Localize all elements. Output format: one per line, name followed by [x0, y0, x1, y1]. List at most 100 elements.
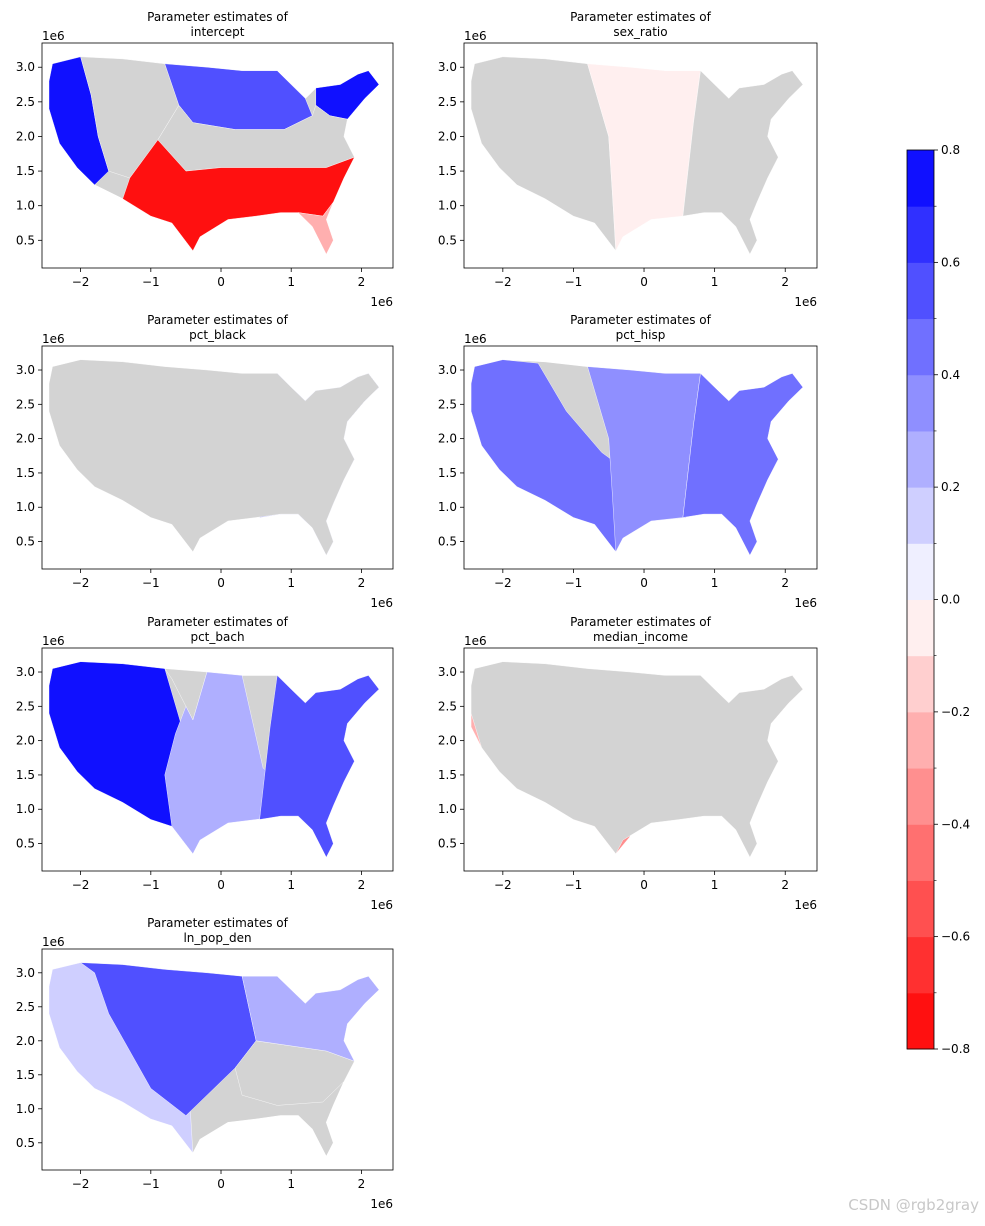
x-tick-label: 2	[781, 878, 789, 892]
subplot-sex_ratio: −2 −1 0 1 2 0.5 1.0 1.5 2.0 2.5 3.0 1e6 1e6 Parameter…	[438, 10, 818, 309]
x-tick-label: 0	[640, 275, 648, 289]
y-tick-label: 1.0	[438, 802, 457, 816]
y-tick-label: 0.5	[438, 233, 457, 247]
y-tick-label: 0.5	[16, 535, 35, 549]
y-tick-label: 2.0	[438, 129, 457, 143]
y-tick-label: 3.0	[16, 363, 35, 377]
subplot-title-line2: median_income	[593, 630, 688, 644]
colorbar-tick-label: 0.4	[941, 368, 960, 382]
colorbar-tick-label: 0.6	[941, 255, 960, 269]
y-offset-label: 1e6	[464, 29, 487, 43]
y-tick-label: 0.5	[438, 837, 457, 851]
x-tick-label: −2	[494, 576, 512, 590]
y-tick-label: 1.5	[438, 768, 457, 782]
subplot-title-line2: pct_black	[189, 328, 246, 342]
x-tick-label: 0	[640, 576, 648, 590]
y-tick-label: 2.5	[16, 699, 35, 713]
colorbar-band	[907, 655, 934, 713]
x-tick-label: −1	[142, 1177, 160, 1191]
x-tick-label: 2	[781, 275, 789, 289]
colorbar-band	[907, 487, 934, 544]
y-tick-label: 2.5	[16, 397, 35, 411]
y-tick-label: 1.5	[438, 466, 457, 480]
y-tick-label: 1.0	[438, 199, 457, 213]
y-tick-label: 1.0	[16, 500, 35, 514]
x-tick-label: −1	[565, 576, 583, 590]
colorbar-tick-label: 0.2	[941, 480, 960, 494]
subplot-pct_hisp: −2 −1 0 1 2 0.5 1.0 1.5 2.0 2.5 3.0 1e6 1e6 Parameter…	[438, 313, 818, 610]
y-tick-label: 3.0	[438, 665, 457, 679]
x-tick-label: 2	[358, 878, 366, 892]
y-tick-label: 2.5	[438, 397, 457, 411]
colorbar-band	[907, 206, 934, 263]
y-tick-label: 2.0	[438, 734, 457, 748]
colorbar-band	[907, 711, 934, 769]
axes-frame	[463, 647, 818, 872]
colorbar-band	[907, 824, 934, 881]
x-offset-label: 1e6	[370, 1197, 393, 1211]
x-tick-label: −2	[494, 878, 512, 892]
x-tick-label: 1	[711, 576, 719, 590]
x-tick-label: −1	[142, 878, 160, 892]
axes-frame	[41, 42, 394, 269]
y-tick-label: 2.5	[438, 95, 457, 109]
subplot-title-line2: pct_hisp	[616, 328, 666, 342]
axes-frame	[41, 345, 394, 570]
y-tick-label: 3.0	[16, 60, 35, 74]
x-tick-label: 0	[217, 878, 225, 892]
x-tick-label: −1	[565, 275, 583, 289]
y-tick-label: 1.5	[16, 768, 35, 782]
subplot-intercept: −2 −1 0 1 2 0.5 1.0 1.5 2.0 2.5 3.0 1e6 1e6 Parameter…	[16, 10, 394, 309]
region-west	[48, 661, 194, 854]
colorbar-tick-label: 0.8	[941, 143, 960, 157]
y-tick-label: 1.0	[438, 500, 457, 514]
y-tick-label: 1.5	[16, 466, 35, 480]
colorbar-band	[907, 880, 934, 938]
colorbar-band	[907, 936, 934, 994]
x-tick-label: −2	[72, 576, 90, 590]
x-tick-label: −2	[72, 1177, 90, 1191]
x-tick-label: 1	[711, 878, 719, 892]
x-tick-label: 0	[217, 275, 225, 289]
y-tick-label: 0.5	[438, 535, 457, 549]
subplot-title-line1: Parameter estimates of	[147, 10, 288, 24]
x-offset-label: 1e6	[370, 295, 393, 309]
x-tick-label: 1	[287, 576, 295, 590]
colorbar: −0.8 −0.6 −0.4 −0.2 0.0 0.2 0.4 0.6 0.8	[906, 143, 970, 1056]
region-east	[682, 373, 804, 556]
axes-frame	[463, 345, 818, 570]
y-tick-label: 2.5	[16, 1000, 35, 1014]
subplot-median_income: −2 −1 0 1 2 0.5 1.0 1.5 2.0 2.5 3.0 1e6 1e6 Parameter…	[438, 615, 818, 912]
subplot-title-line1: Parameter estimates of	[570, 10, 711, 24]
y-tick-label: 0.5	[16, 233, 35, 247]
subplot-title-line2: sex_ratio	[613, 25, 667, 39]
x-tick-label: 2	[781, 576, 789, 590]
y-tick-label: 1.5	[16, 164, 35, 178]
y-tick-label: 1.0	[16, 802, 35, 816]
colorbar-tick-label: −0.8	[941, 1042, 970, 1056]
y-offset-label: 1e6	[42, 935, 65, 949]
axes-frame	[41, 647, 394, 872]
subplot-pct_bach: −2 −1 0 1 2 0.5 1.0 1.5 2.0 2.5 3.0 1e6 1e6 Parameter…	[16, 615, 394, 912]
x-tick-label: 1	[287, 275, 295, 289]
x-tick-label: 1	[711, 275, 719, 289]
region-remaining	[48, 359, 380, 556]
y-offset-label: 1e6	[464, 332, 487, 346]
y-tick-label: 2.0	[16, 432, 35, 446]
y-tick-label: 2.0	[438, 432, 457, 446]
colorbar-tick-label: 0.0	[941, 593, 960, 607]
colorbar-band	[907, 992, 934, 1050]
region-east	[682, 70, 804, 255]
colorbar-band	[907, 768, 934, 825]
x-offset-label: 1e6	[794, 898, 817, 912]
x-tick-label: −2	[494, 275, 512, 289]
x-tick-label: 1	[287, 878, 295, 892]
y-tick-label: 0.5	[16, 837, 35, 851]
x-tick-label: −1	[142, 576, 160, 590]
watermark: CSDN @rgb2gray	[848, 1196, 979, 1214]
region-east	[259, 675, 380, 858]
x-tick-label: 1	[287, 1177, 295, 1191]
subplot-title-line1: Parameter estimates of	[147, 615, 288, 629]
subplot-title-line1: Parameter estimates of	[147, 916, 288, 930]
